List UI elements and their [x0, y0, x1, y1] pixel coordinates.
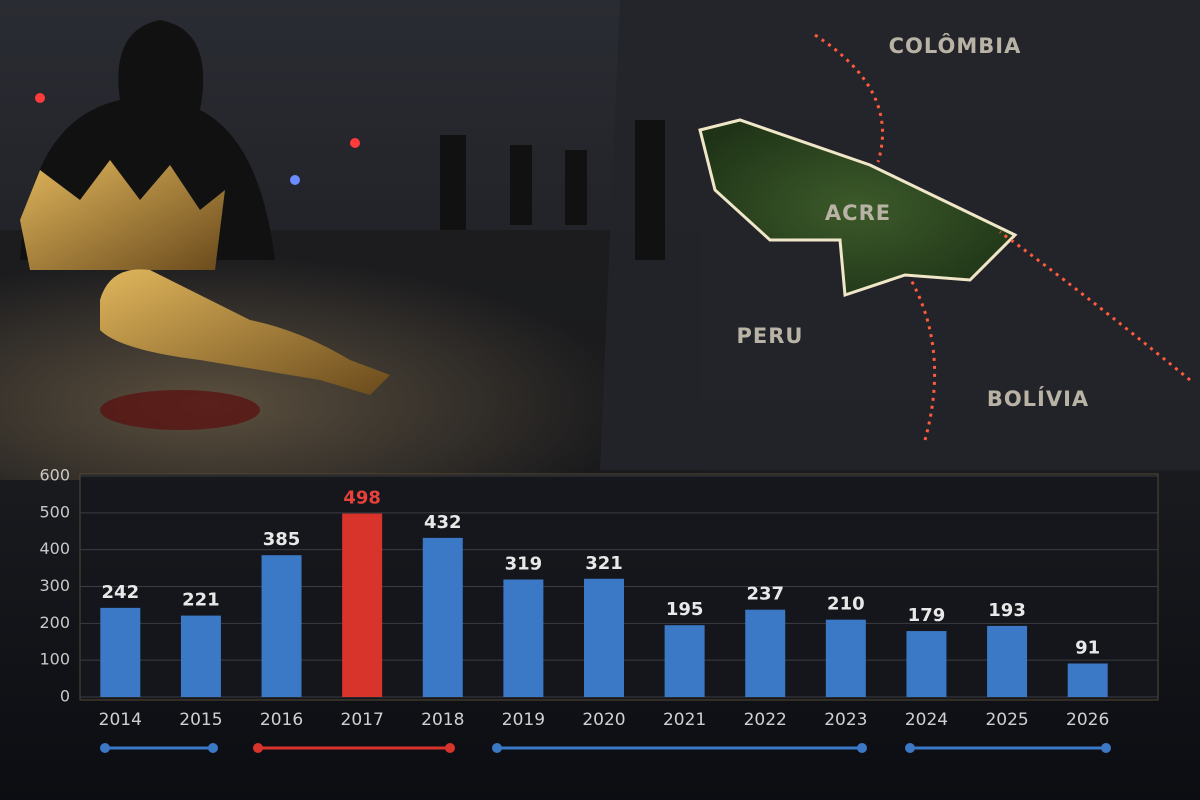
- value-label: 321: [585, 553, 623, 574]
- timeline-dots: [100, 743, 1111, 753]
- map-label: PERU: [737, 324, 804, 348]
- x-tick-label: 2017: [341, 710, 384, 730]
- bar: [745, 609, 786, 697]
- x-tick-label: 2016: [260, 710, 303, 730]
- y-tick-label: 600: [39, 466, 70, 485]
- bar: [987, 625, 1028, 697]
- bar: [342, 513, 383, 697]
- value-label: 221: [182, 590, 220, 611]
- bar: [422, 537, 463, 697]
- value-label: 210: [827, 594, 865, 615]
- y-tick-label: 400: [39, 539, 70, 558]
- x-tick-label: 2018: [421, 710, 464, 730]
- value-label: 242: [102, 582, 140, 603]
- value-label: 237: [746, 584, 784, 605]
- y-tick-label: 0: [60, 687, 70, 706]
- x-tick-label: 2014: [99, 710, 142, 730]
- bar: [664, 625, 705, 697]
- y-tick-label: 200: [39, 613, 70, 632]
- x-tick-label: 2025: [985, 710, 1028, 730]
- bar: [825, 619, 866, 697]
- x-tick-label: 2019: [502, 710, 545, 730]
- x-tick-label: 2015: [179, 710, 222, 730]
- bar: [906, 631, 947, 697]
- bar: [180, 615, 221, 697]
- value-label: 498: [343, 488, 381, 509]
- value-label: 432: [424, 512, 462, 533]
- bar: [261, 555, 302, 697]
- map-label: ACRE: [825, 201, 891, 225]
- value-label: 179: [908, 605, 946, 626]
- value-label: 195: [666, 599, 704, 620]
- crown: [20, 160, 225, 270]
- map-label: BOLÍVIA: [987, 386, 1089, 411]
- value-label: 385: [263, 529, 301, 550]
- y-tick-label: 500: [39, 502, 70, 521]
- x-tick-label: 2024: [905, 710, 948, 730]
- acre-region: [698, 118, 1018, 298]
- y-tick-label: 300: [39, 576, 70, 595]
- bar: [584, 578, 624, 697]
- bar: [1067, 663, 1108, 697]
- ground: [0, 230, 700, 480]
- siren: [35, 93, 45, 103]
- blood: [100, 390, 260, 430]
- map-label: COLÔMBIA: [889, 33, 1022, 58]
- x-tick-label: 2022: [744, 710, 787, 730]
- value-label: 193: [988, 600, 1026, 621]
- value-label: 319: [505, 554, 543, 575]
- siren: [350, 138, 360, 148]
- bar: [503, 579, 544, 697]
- x-tick-label: 2021: [663, 710, 706, 730]
- routes: [814, 33, 1191, 441]
- chess-king: [100, 269, 390, 395]
- siren: [290, 175, 300, 185]
- value-label: 91: [1075, 637, 1100, 658]
- x-tick-label: 2026: [1066, 710, 1109, 730]
- y-tick-label: 100: [39, 650, 70, 669]
- bar: [100, 607, 141, 697]
- x-tick-label: 2023: [824, 710, 867, 730]
- x-tick-label: 2020: [582, 710, 625, 730]
